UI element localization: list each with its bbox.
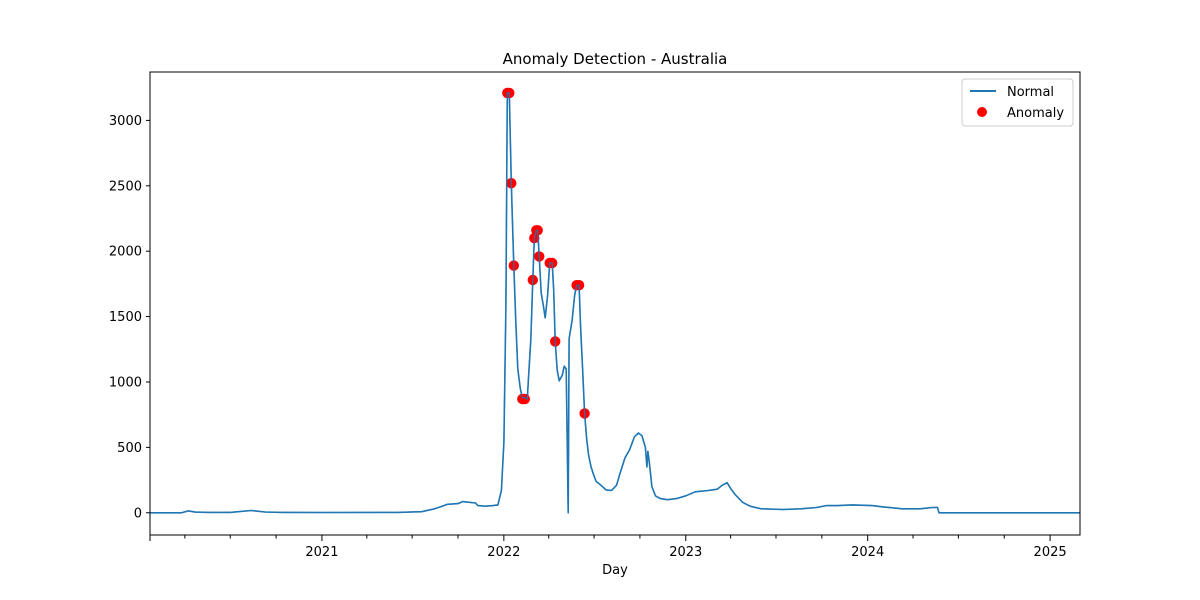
x-tick-label: 2024 <box>851 545 884 560</box>
normal-line <box>150 92 1080 514</box>
series-normal <box>150 92 1080 514</box>
normal-line-overlay <box>150 92 1080 514</box>
plot-frame <box>149 71 1081 536</box>
x-tick-label: 2025 <box>1034 545 1067 560</box>
x-axis-label: Day <box>602 563 628 578</box>
y-tick-label: 500 <box>117 441 142 456</box>
x-tick-label: 2021 <box>305 545 338 560</box>
legend-label-normal: Normal <box>1007 85 1054 100</box>
x-tick-label: 2023 <box>669 545 702 560</box>
y-tick-label: 1500 <box>109 310 142 325</box>
legend-dot-swatch <box>977 107 987 117</box>
series-anomaly <box>150 87 1080 514</box>
legend: Normal Anomaly <box>961 78 1074 127</box>
chart-title: Anomaly Detection - Australia <box>503 50 728 68</box>
legend-label-anomaly: Anomaly <box>1007 106 1064 121</box>
anomaly-point <box>519 393 530 405</box>
x-tick-label: 2022 <box>487 545 520 560</box>
y-tick-label: 1000 <box>109 375 142 390</box>
x-axis: 2021 2022 2023 2024 2025 <box>149 535 1067 560</box>
y-tick-label: 2000 <box>109 245 142 260</box>
y-tick-label: 0 <box>134 506 142 521</box>
y-axis: 0 500 1000 1500 2000 2500 3000 <box>109 114 150 521</box>
y-tick-label: 3000 <box>109 114 142 129</box>
y-tick-label: 2500 <box>109 179 142 194</box>
